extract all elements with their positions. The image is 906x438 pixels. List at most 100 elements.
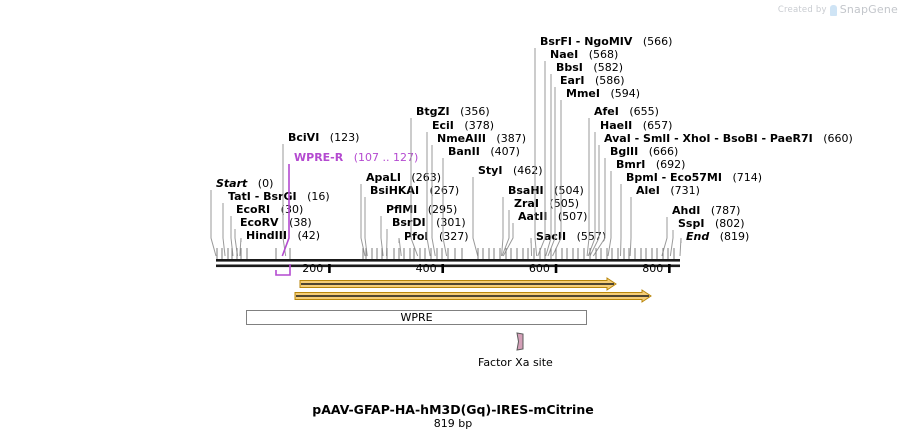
- enzyme-label-zrai[interactable]: ZraI (505): [514, 198, 579, 210]
- enzyme-name-alei: AleI: [636, 184, 660, 197]
- enzyme-name-bpmi-eco57mi: BpmI - Eco57MI: [626, 171, 722, 184]
- enzyme-position-zrai: (505): [549, 197, 580, 210]
- enzyme-label-pflmi[interactable]: PflMI (295): [386, 204, 457, 216]
- enzyme-position-mmei: (594): [610, 87, 641, 100]
- snapgene-watermark: Created by SnapGene: [778, 3, 898, 16]
- enzyme-label-mmei[interactable]: MmeI (594): [566, 88, 640, 100]
- enzyme-position-eari: (586): [594, 74, 625, 87]
- enzyme-position-apali: (263): [411, 171, 442, 184]
- enzyme-position-banii: (407): [490, 145, 520, 158]
- enzyme-label-end[interactable]: End (819): [686, 231, 749, 243]
- enzyme-name-apali: ApaLI: [366, 171, 401, 184]
- enzyme-name-mmei: MmeI: [566, 87, 600, 100]
- enzyme-position-afei: (655): [629, 105, 659, 118]
- enzyme-name-naei: NaeI: [550, 48, 579, 61]
- ruler-tick-400: 400: [415, 262, 437, 275]
- feature-factor-xa-marker[interactable]: [516, 332, 524, 351]
- enzyme-label-sspi[interactable]: SspI (802): [678, 218, 745, 230]
- enzyme-position-ecii: (378): [464, 119, 494, 132]
- enzyme-label-bbsi[interactable]: BbsI (582): [556, 62, 623, 74]
- enzyme-name-ecori: EcoRI: [236, 203, 271, 216]
- enzyme-label-bcivi[interactable]: BciVI (123): [288, 132, 359, 144]
- enzyme-name-start: Start: [216, 177, 248, 190]
- enzyme-name-wpre-r: WPRE-R: [294, 151, 344, 164]
- enzyme-position-start: (0): [257, 177, 274, 190]
- enzyme-name-hindiii: HindIII: [246, 229, 287, 242]
- enzyme-label-btgzi[interactable]: BtgZI (356): [416, 106, 490, 118]
- enzyme-label-hindiii[interactable]: HindIII (42): [246, 230, 320, 242]
- ruler-tick-600: 600: [528, 262, 550, 275]
- enzyme-label-bpmi-eco57mi[interactable]: BpmI - Eco57MI (714): [626, 172, 762, 184]
- enzyme-label-afei[interactable]: AfeI (655): [594, 106, 659, 118]
- enzyme-name-ecii: EciI: [432, 119, 454, 132]
- enzyme-label-bglii[interactable]: BglII (666): [610, 146, 678, 158]
- enzyme-position-wpre-r: (107 .. 127): [353, 151, 419, 164]
- enzyme-name-bsrfi-ngomiv: BsrFI - NgoMIV: [540, 35, 633, 48]
- enzyme-label-bsrfi-ngomiv[interactable]: BsrFI - NgoMIV (566): [540, 36, 672, 48]
- snapgene-logo-icon: [829, 5, 837, 16]
- enzyme-name-btgzi: BtgZI: [416, 105, 450, 118]
- enzyme-label-ecii[interactable]: EciI (378): [432, 120, 494, 132]
- enzyme-position-bglii: (666): [648, 145, 679, 158]
- enzyme-name-bbsi: BbsI: [556, 61, 583, 74]
- enzyme-name-end: End: [686, 230, 710, 243]
- enzyme-position-tati-bsrgi: (16): [307, 190, 330, 203]
- enzyme-name-tati-bsrgi: TatI - BsrGI: [228, 190, 297, 203]
- enzyme-name-bglii: BglII: [610, 145, 639, 158]
- ruler-tick-800: 800: [642, 262, 664, 275]
- enzyme-label-pfoi[interactable]: PfoI (327): [404, 231, 469, 243]
- enzyme-label-naei[interactable]: NaeI (568): [550, 49, 618, 61]
- enzyme-label-nmeaiii[interactable]: NmeAIII (387): [437, 133, 526, 145]
- enzyme-position-avai-smli-xhoi-bsobi-paer7i: (660): [823, 132, 853, 145]
- enzyme-label-aatii[interactable]: AatII (507): [518, 211, 587, 223]
- enzyme-name-banii: BanII: [448, 145, 480, 158]
- enzyme-label-bsihkai[interactable]: BsiHKAI (267): [370, 185, 459, 197]
- enzyme-label-eari[interactable]: EarI (586): [560, 75, 625, 87]
- enzyme-label-tati-bsrgi[interactable]: TatI - BsrGI (16): [228, 191, 330, 203]
- enzyme-name-sspi: SspI: [678, 217, 705, 230]
- enzyme-position-ahdi: (787): [710, 204, 741, 217]
- enzyme-position-bcivi: (123): [329, 131, 360, 144]
- enzyme-label-start[interactable]: Start (0): [216, 178, 273, 190]
- enzyme-position-bpmi-eco57mi: (714): [732, 171, 763, 184]
- feature-factor-xa-label: Factor Xa site: [478, 356, 553, 369]
- enzyme-label-avai-smli-xhoi-bsobi-paer7i[interactable]: AvaI - SmlI - XhoI - BsoBI - PaeR7I (660…: [604, 133, 853, 145]
- enzyme-name-ahdi: AhdI: [672, 204, 701, 217]
- enzyme-position-bmri: (692): [655, 158, 686, 171]
- enzyme-label-ecori[interactable]: EcoRI (30): [236, 204, 303, 216]
- enzyme-name-bmri: BmrI: [616, 158, 646, 171]
- watermark-brand: SnapGene: [839, 3, 898, 16]
- feature-wpre-label: WPRE: [400, 311, 433, 324]
- enzyme-name-avai-smli-xhoi-bsobi-paer7i: AvaI - SmlI - XhoI - BsoBI - PaeR7I: [604, 132, 813, 145]
- enzyme-label-ecorv[interactable]: EcoRV (38): [240, 217, 312, 229]
- feature-wpre[interactable]: WPRE: [246, 310, 587, 325]
- enzyme-position-sspi: (802): [714, 217, 745, 230]
- enzyme-name-zrai: ZraI: [514, 197, 539, 210]
- enzyme-position-bsihkai: (267): [429, 184, 460, 197]
- enzyme-position-naei: (568): [588, 48, 619, 61]
- orf-arrow-1[interactable]: [299, 277, 617, 291]
- enzyme-position-bsahi: (504): [554, 184, 584, 197]
- orf-arrow-2[interactable]: [294, 289, 652, 303]
- enzyme-label-ahdi[interactable]: AhdI (787): [672, 205, 740, 217]
- enzyme-name-nmeaiii: NmeAIII: [437, 132, 486, 145]
- enzyme-name-aatii: AatII: [518, 210, 548, 223]
- enzyme-name-haeii: HaeII: [600, 119, 633, 132]
- enzyme-label-alei[interactable]: AleI (731): [636, 185, 700, 197]
- enzyme-label-bmri[interactable]: BmrI (692): [616, 159, 685, 171]
- enzyme-name-ecorv: EcoRV: [240, 216, 279, 229]
- enzyme-position-bsrfi-ngomiv: (566): [642, 35, 673, 48]
- enzyme-position-alei: (731): [670, 184, 700, 197]
- enzyme-label-apali[interactable]: ApaLI (263): [366, 172, 441, 184]
- enzyme-position-end: (819): [719, 230, 750, 243]
- enzyme-label-wpre-r[interactable]: WPRE-R (107 .. 127): [294, 152, 418, 164]
- enzyme-label-haeii[interactable]: HaeII (657): [600, 120, 672, 132]
- enzyme-name-pflmi: PflMI: [386, 203, 418, 216]
- enzyme-position-btgzi: (356): [460, 105, 490, 118]
- enzyme-label-banii[interactable]: BanII (407): [448, 146, 520, 158]
- page-title: pAAV-GFAP-HA-hM3D(Gq)-IRES-mCitrine: [312, 402, 594, 417]
- enzyme-name-bsihkai: BsiHKAI: [370, 184, 420, 197]
- enzyme-position-aatii: (507): [557, 210, 588, 223]
- enzyme-position-ecorv: (38): [289, 216, 312, 229]
